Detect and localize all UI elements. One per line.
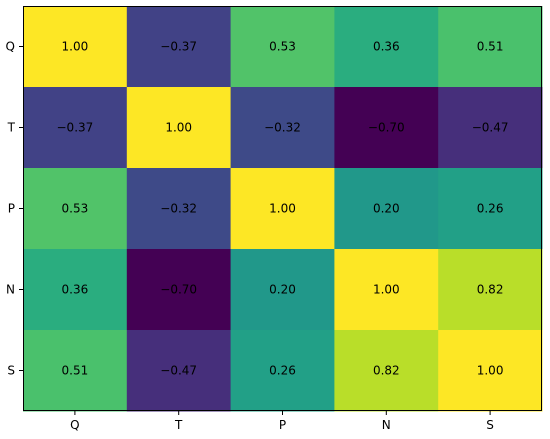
heatmap-cell-T-T <box>126 87 232 169</box>
cell-value-label: 0.51 <box>477 40 504 54</box>
cell-value-label: −0.47 <box>160 364 197 378</box>
y-axis: Q T P N S <box>6 40 23 378</box>
heatmap-cell-T-P <box>230 87 335 169</box>
cell-value-label: 0.20 <box>373 202 400 216</box>
heatmap-cell-Q-T <box>126 6 232 88</box>
heatmap-cell-S-P <box>230 330 335 412</box>
cell-value-label: 0.20 <box>269 283 296 297</box>
heatmap-cell-P-S <box>438 168 543 250</box>
cell-value-label: −0.70 <box>368 121 405 135</box>
cell-value-label: −0.32 <box>264 121 301 135</box>
heatmap-cell-T-Q <box>23 87 128 169</box>
x-tick-label: N <box>382 418 391 432</box>
cell-value-label: 0.26 <box>477 202 504 216</box>
cell-value-label: 0.36 <box>62 283 89 297</box>
heatmap-cell-P-Q <box>23 168 128 250</box>
heatmap-cell-S-T <box>126 330 232 412</box>
x-tick-label: Q <box>70 418 79 432</box>
x-tick-label: S <box>486 418 494 432</box>
cell-value-label: −0.70 <box>160 283 197 297</box>
cell-value-label: 0.53 <box>269 40 296 54</box>
cell-value-label: −0.37 <box>160 40 197 54</box>
heatmap-cell-S-S <box>438 330 543 412</box>
cell-value-label: 0.82 <box>477 283 504 297</box>
x-tick-label: T <box>174 418 183 432</box>
heatmap-cell-P-T <box>126 168 232 250</box>
cell-value-label: 1.00 <box>62 40 89 54</box>
heatmap-cell-S-N <box>334 330 439 412</box>
heatmap-cell-N-T <box>126 249 232 331</box>
cell-value-label: 0.51 <box>62 364 89 378</box>
heatmap-cell-T-N <box>334 87 439 169</box>
heatmap-cell-Q-P <box>230 6 335 88</box>
cell-value-label: −0.37 <box>57 121 94 135</box>
heatmap-cell-Q-Q <box>23 6 128 88</box>
heatmap-cell-N-N <box>334 249 439 331</box>
heatmap-cell-N-S <box>438 249 543 331</box>
x-tick-label: P <box>279 418 286 432</box>
plot-frame <box>23 6 542 411</box>
heatmap-cell-Q-S <box>438 6 543 88</box>
heatmap-cell-labels: 1.00 −0.37 0.53 0.36 0.51 −0.37 1.00 −0.32 −0.70… <box>57 40 509 378</box>
y-tick-label: T <box>7 121 16 135</box>
cell-value-label: 1.00 <box>269 202 296 216</box>
heatmap-cell-N-Q <box>23 249 128 331</box>
cell-value-label: 0.36 <box>373 40 400 54</box>
heatmap-cell-N-P <box>230 249 335 331</box>
cell-value-label: 0.53 <box>62 202 89 216</box>
y-tick-label: P <box>8 202 15 216</box>
cell-value-label: −0.32 <box>160 202 197 216</box>
cell-value-label: 1.00 <box>373 283 400 297</box>
heatmap-cell-S-Q <box>23 330 128 412</box>
cell-value-label: 1.00 <box>165 121 192 135</box>
y-tick-label: S <box>7 364 15 378</box>
heatmap-cell-P-N <box>334 168 439 250</box>
cell-value-label: 0.26 <box>269 364 296 378</box>
heatmap-cells <box>23 6 543 412</box>
heatmap-cell-P-P <box>230 168 335 250</box>
heatmap-cell-Q-N <box>334 6 439 88</box>
cell-value-label: 0.82 <box>373 364 400 378</box>
heatmap-cell-T-S <box>438 87 543 169</box>
y-tick-label: Q <box>6 40 15 54</box>
y-tick-label: N <box>6 283 15 297</box>
cell-value-label: 1.00 <box>477 364 504 378</box>
cell-value-label: −0.47 <box>472 121 509 135</box>
